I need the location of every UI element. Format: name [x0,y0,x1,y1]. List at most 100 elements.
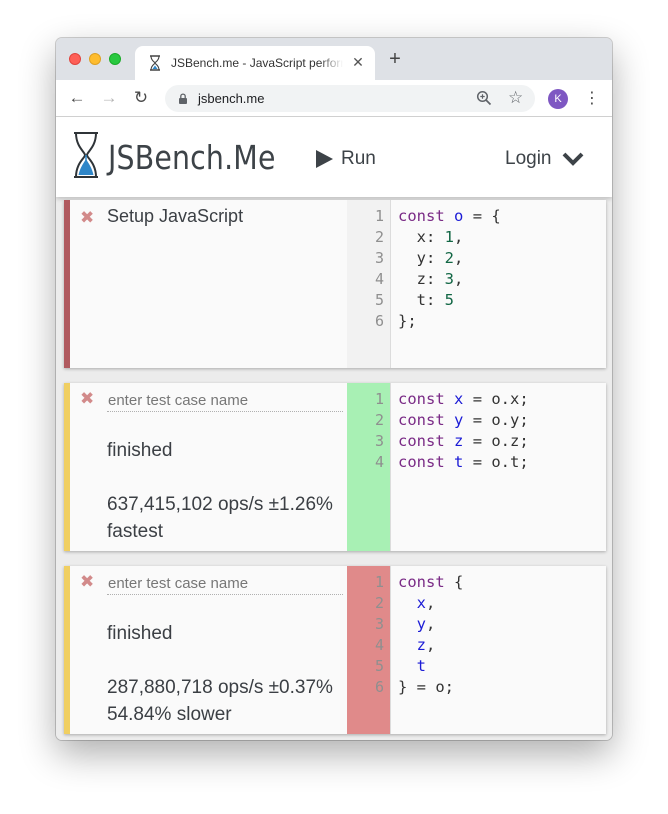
minimize-window-button[interactable] [89,53,101,65]
code-token: y [454,411,464,429]
close-icon[interactable]: ✖ [80,208,95,227]
hourglass-favicon-icon [150,55,160,71]
code-line: t [398,656,603,677]
site-logo-text[interactable]: JSBench.Me [108,138,276,177]
test-case-name-input[interactable] [107,390,343,412]
code-token: const [398,432,445,450]
code-token: x: [398,228,445,246]
login-label: Login [505,148,552,169]
tab-strip: JSBench.me - JavaScript performance benc… [56,38,612,80]
line-number: 1 [374,207,384,225]
test-case-code-editor[interactable]: const { x, y, z, t} = o; [398,572,603,698]
line-number-gutter: 1 2 3 4 5 6 [347,566,391,734]
line-number-gutter: 1 2 3 4 [347,383,391,551]
code-line: z, [398,635,603,656]
zoom-window-button[interactable] [109,53,121,65]
test-case-panel: ✖ finished 287,880,718 ops/s ±0.37% 54.8… [64,566,606,734]
zoom-icon[interactable] [476,90,492,106]
run-button[interactable]: Run [316,147,376,171]
code-token: 2 [444,249,455,267]
tab-title: JSBench.me - JavaScript performance benc… [171,55,343,71]
code-token: , [454,249,464,267]
line-number: 6 [374,678,384,696]
play-icon [316,150,333,168]
case-verdict: fastest [107,521,163,542]
code-token [445,411,454,429]
code-token: 5 [444,291,455,309]
code-token [445,453,454,471]
close-window-button[interactable] [69,53,81,65]
setup-accent-bar [64,200,70,368]
code-token: } = o; [398,678,454,696]
site-header: JSBench.Me Run Login [56,117,612,197]
line-number: 1 [374,573,384,591]
code-token: x [454,390,464,408]
line-number: 2 [374,594,384,612]
code-token [398,615,417,633]
code-token: t [454,453,464,471]
case-verdict: 54.84% slower [107,704,232,725]
code-token [398,657,417,675]
run-label: Run [341,148,376,169]
code-line: y, [398,614,603,635]
code-token: const [398,390,445,408]
code-token: const [398,573,445,591]
test-case-code-editor[interactable]: const x = o.x; const y = o.y; const z = o.… [398,389,603,473]
line-number: 5 [374,291,384,309]
line-number: 3 [374,432,384,450]
code-token: 3 [444,270,455,288]
line-number: 5 [374,657,384,675]
hourglass-logo-icon[interactable] [72,131,100,179]
line-number: 4 [374,636,384,654]
case-accent-bar [64,566,70,734]
code-line: const x = o.x; [398,389,603,410]
star-icon[interactable]: ☆ [508,88,524,107]
setup-title: Setup JavaScript [107,206,244,226]
code-token: t [416,657,427,675]
close-icon[interactable]: ✖ [80,572,95,591]
code-token: }; [398,312,417,330]
line-number-gutter: 1 2 3 4 5 6 [347,200,391,368]
chevron-down-icon [562,152,583,166]
setup-code-editor[interactable]: const o = { x: 1, y: 2, z: 3, t: 5}; [398,206,603,332]
code-token: = o.y; [463,411,529,429]
kebab-menu-icon[interactable]: ⋮ [584,90,600,107]
new-tab-button[interactable]: + [389,48,401,70]
test-case-name-input[interactable] [107,573,343,595]
code-token [398,636,417,654]
code-token: x [416,594,427,612]
browser-tab[interactable]: JSBench.me - JavaScript performance benc… [135,46,375,80]
close-icon[interactable]: ✖ [80,389,95,408]
forward-arrow-icon[interactable]: → [100,88,118,107]
code-token: z: [398,270,445,288]
line-number: 2 [374,228,384,246]
code-token: , [426,615,436,633]
line-number: 3 [374,615,384,633]
code-token: const [398,207,445,225]
reload-icon[interactable]: ↻ [133,88,149,107]
code-token: = o.x; [463,390,529,408]
code-token [445,432,454,450]
line-number: 2 [374,411,384,429]
code-line: t: 5 [398,290,603,311]
code-token: y [416,615,427,633]
case-ops-result: 287,880,718 ops/s ±0.37% [107,677,333,698]
login-button[interactable]: Login [505,147,584,171]
line-number: 6 [374,312,384,330]
code-token: , [454,270,464,288]
code-token [445,390,454,408]
code-token [398,594,417,612]
code-token: z [416,636,427,654]
browser-toolbar: ← → ↻ jsbench.me ☆ K ⋮ [56,80,612,117]
code-line: x, [398,593,603,614]
address-bar[interactable]: jsbench.me ☆ [165,85,535,112]
test-case-panel: ✖ finished 637,415,102 ops/s ±1.26% fast… [64,383,606,551]
code-token: const [398,453,445,471]
tab-close-icon[interactable]: ✕ [352,54,364,70]
code-token [445,207,454,225]
code-line: const t = o.t; [398,452,603,473]
case-status: finished [107,623,173,644]
back-arrow-icon[interactable]: ← [68,88,86,107]
code-line: z: 3, [398,269,603,290]
avatar[interactable]: K [548,89,568,109]
